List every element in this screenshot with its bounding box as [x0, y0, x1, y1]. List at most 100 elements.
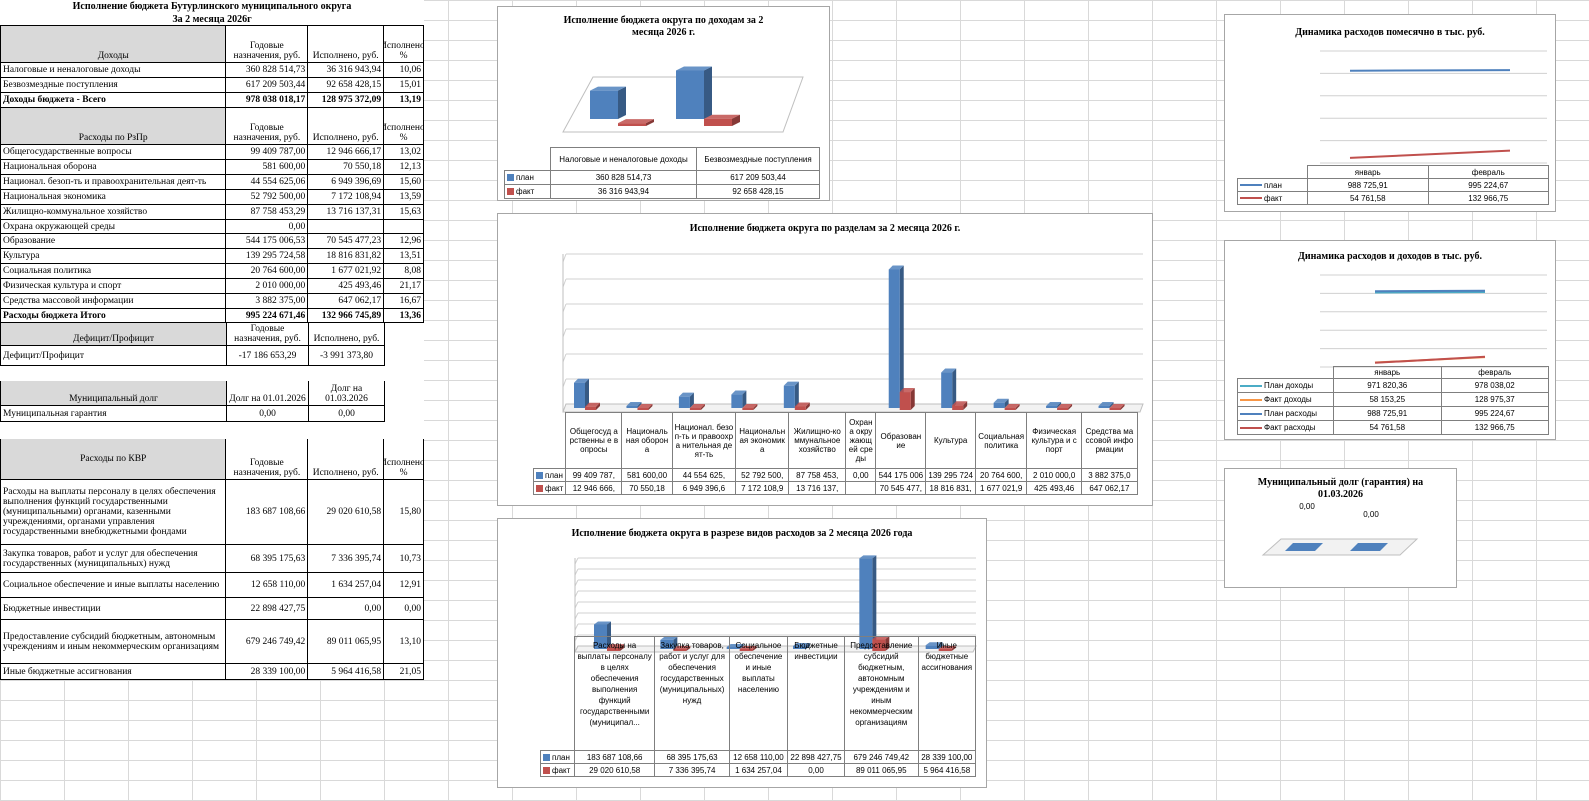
cell[interactable]: 52 792 500,00: [226, 190, 309, 205]
cell[interactable]: 92 658 428,15: [308, 78, 385, 93]
cell[interactable]: 15,80: [384, 480, 424, 545]
header-cell[interactable]: Исполнено, %: [384, 108, 424, 145]
income-chart[interactable]: Исполнение бюджета округа по доходам за …: [497, 6, 830, 201]
income-expenses-chart[interactable]: Динамика расходов и доходов в тыс. руб. …: [1224, 240, 1556, 440]
cell[interactable]: 13 716 137,31: [308, 205, 385, 220]
cell[interactable]: 617 209 503,44: [226, 78, 309, 93]
cell[interactable]: 1 677 021,92: [308, 264, 385, 279]
cell[interactable]: 10,73: [384, 545, 424, 573]
header-cell[interactable]: Исполнено, руб.: [308, 439, 385, 480]
cell[interactable]: 12 946 666,17: [308, 145, 385, 160]
header-cell[interactable]: Годовые назначения, руб.: [226, 26, 309, 63]
cell[interactable]: 13,51: [384, 249, 424, 264]
cell[interactable]: 0,00: [226, 220, 309, 234]
cell[interactable]: 16,67: [384, 294, 424, 309]
cell[interactable]: 13,10: [384, 620, 424, 664]
cell[interactable]: 6 949 396,69: [308, 175, 385, 190]
cell[interactable]: 0,00: [384, 598, 424, 620]
cell[interactable]: 15,01: [384, 78, 424, 93]
cell[interactable]: Социальная политика: [1, 264, 227, 279]
cell[interactable]: 87 758 453,29: [226, 205, 309, 220]
cell[interactable]: 13,02: [384, 145, 424, 160]
cell[interactable]: Образование: [1, 234, 227, 249]
header-cell[interactable]: Исполнено, руб.: [308, 26, 385, 63]
cell[interactable]: Расходы бюджета Итого: [1, 309, 227, 323]
kvr-chart[interactable]: Исполнение бюджета округа в разрезе видо…: [497, 518, 987, 788]
cell[interactable]: 360 828 514,73: [226, 63, 309, 78]
cell[interactable]: 12,91: [384, 573, 424, 598]
cell[interactable]: 89 011 065,95: [308, 620, 385, 664]
cell[interactable]: Культура: [1, 249, 227, 264]
cell[interactable]: 425 493,46: [308, 279, 385, 294]
cell[interactable]: 3 882 375,00: [226, 294, 309, 309]
cell[interactable]: Муниципальная гарантия: [1, 406, 227, 422]
cell[interactable]: Жилищно-коммунальное хозяйство: [1, 205, 227, 220]
sections-chart[interactable]: Исполнение бюджета округа по разделам за…: [497, 213, 1153, 506]
cell[interactable]: Национал. безоп-ть и правоохранительная …: [1, 175, 227, 190]
cell[interactable]: 2 010 000,00: [226, 279, 309, 294]
cell[interactable]: Дефицит/Профицит: [1, 346, 227, 366]
cell[interactable]: 15,60: [384, 175, 424, 190]
cell[interactable]: 7 336 395,74: [308, 545, 385, 573]
cell[interactable]: 13,59: [384, 190, 424, 205]
cell[interactable]: 581 600,00: [226, 160, 309, 175]
header-cell[interactable]: Исполнено, %: [384, 439, 424, 480]
cell[interactable]: 44 554 625,06: [226, 175, 309, 190]
cell[interactable]: Бюджетные инвестиции: [1, 598, 227, 620]
cell[interactable]: 12 658 110,00: [226, 573, 309, 598]
cell[interactable]: Национальная оборона: [1, 160, 227, 175]
cell[interactable]: 978 038 018,17: [226, 93, 309, 108]
cell[interactable]: 12,96: [384, 234, 424, 249]
cell[interactable]: Национальная экономика: [1, 190, 227, 205]
cell[interactable]: 70 550,18: [308, 160, 385, 175]
cell[interactable]: 70 545 477,23: [308, 234, 385, 249]
cell[interactable]: 132 966 745,89: [308, 309, 385, 323]
header-cell[interactable]: Исполнено, руб.: [308, 108, 385, 145]
cell[interactable]: 21,05: [384, 664, 424, 680]
header-cell[interactable]: Годовые назначения, руб.: [227, 323, 309, 346]
cell[interactable]: Общегосударственные вопросы: [1, 145, 227, 160]
cell[interactable]: 0,00: [309, 406, 385, 422]
header-cell[interactable]: Долг на 01.01.2026: [227, 381, 309, 406]
cell[interactable]: 128 975 372,09: [308, 93, 385, 108]
cell[interactable]: Охрана окружающей среды: [1, 220, 227, 234]
cell[interactable]: 29 020 610,58: [308, 480, 385, 545]
header-cell[interactable]: Исполнено, руб.: [309, 323, 385, 346]
cell[interactable]: -3 991 373,80: [309, 346, 385, 366]
cell[interactable]: 21,17: [384, 279, 424, 294]
cell[interactable]: 18 816 831,82: [308, 249, 385, 264]
cell[interactable]: 183 687 108,66: [226, 480, 309, 545]
debt-chart[interactable]: Муниципальный долг (гарантия) на 01.03.2…: [1224, 468, 1457, 588]
cell[interactable]: 1 634 257,04: [308, 573, 385, 598]
cell[interactable]: 22 898 427,75: [226, 598, 309, 620]
header-cell[interactable]: Расходы по КВР: [1, 439, 227, 480]
cell[interactable]: 99 409 787,00: [226, 145, 309, 160]
cell[interactable]: Предоставление субсидий бюджетным, автон…: [1, 620, 227, 664]
cell[interactable]: Расходы на выплаты персоналу в целях обе…: [1, 480, 227, 545]
cell[interactable]: Безвозмездные поступления: [1, 78, 227, 93]
cell[interactable]: Доходы бюджета - Всего: [1, 93, 227, 108]
cell[interactable]: -17 186 653,29: [227, 346, 309, 366]
cell[interactable]: 647 062,17: [308, 294, 385, 309]
cell[interactable]: Средства массовой информации: [1, 294, 227, 309]
cell[interactable]: Закупка товаров, работ и услуг для обесп…: [1, 545, 227, 573]
cell[interactable]: 679 246 749,42: [226, 620, 309, 664]
cell[interactable]: 20 764 600,00: [226, 264, 309, 279]
cell[interactable]: Социальное обеспечение и иные выплаты на…: [1, 573, 227, 598]
monthly-expenses-chart[interactable]: Динамика расходов помесячно в тыс. руб. …: [1224, 14, 1556, 212]
cell[interactable]: 544 175 006,53: [226, 234, 309, 249]
cell[interactable]: 139 295 724,58: [226, 249, 309, 264]
cell[interactable]: 0,00: [227, 406, 309, 422]
cell[interactable]: Налоговые и неналоговые доходы: [1, 63, 227, 78]
cell[interactable]: 15,63: [384, 205, 424, 220]
cell[interactable]: 5 964 416,58: [308, 664, 385, 680]
cell[interactable]: 0,00: [308, 598, 385, 620]
cell[interactable]: Иные бюджетные ассигнования: [1, 664, 227, 680]
cell[interactable]: [308, 220, 385, 234]
header-cell[interactable]: Долг на 01.03.2026: [309, 381, 385, 406]
header-cell[interactable]: Дефицит/Профицит: [1, 323, 227, 346]
header-cell[interactable]: Доходы: [1, 26, 227, 63]
header-cell[interactable]: Годовые назначения, руб.: [226, 108, 309, 145]
header-cell[interactable]: Исполнено, %: [384, 26, 424, 63]
header-cell[interactable]: Расходы по РзПр: [1, 108, 227, 145]
